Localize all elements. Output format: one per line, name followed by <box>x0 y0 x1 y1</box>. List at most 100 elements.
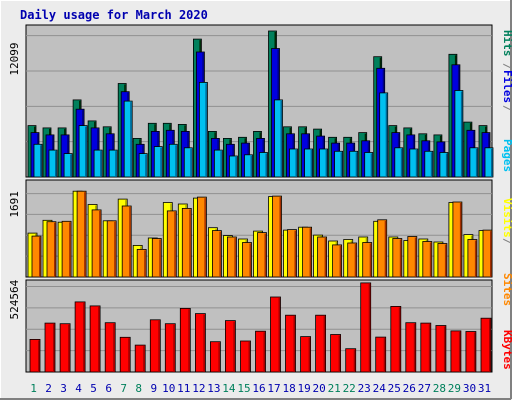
bar-edge <box>459 203 462 277</box>
x-tick-label: 3 <box>60 382 67 395</box>
bar-pages-day-19 <box>304 148 314 178</box>
bar-edge <box>68 324 70 372</box>
bar-edge <box>353 349 356 372</box>
bar-pages-day-27 <box>424 150 434 178</box>
bar-pages-day-5 <box>93 149 103 178</box>
bar-edge <box>399 239 402 277</box>
bar-kbytes-day-4 <box>74 301 86 373</box>
x-tick-label: 6 <box>105 382 112 395</box>
bar-edge <box>355 152 358 177</box>
bar-pages-day-16 <box>259 152 268 178</box>
bar-sites-day-9 <box>151 238 162 278</box>
bar-edge <box>308 337 311 372</box>
hits-label: Hits <box>501 30 512 57</box>
bar-edge <box>250 155 252 177</box>
x-tick-label: 15 <box>237 382 250 395</box>
bar-pages-day-21 <box>334 150 344 178</box>
bar-kbytes-day-8 <box>134 344 146 373</box>
bar-kbytes-day-21 <box>330 334 342 373</box>
panel-kbytes: 524564 <box>8 279 493 373</box>
bar-edge <box>340 152 343 177</box>
bar-kbytes-day-1 <box>29 338 41 373</box>
ymax-label-hits_files_pages: 12099 <box>8 43 21 76</box>
bar-edge <box>233 321 235 372</box>
bar-edge <box>115 151 117 177</box>
sep-1: / <box>501 105 512 112</box>
bar-pages-day-8 <box>138 153 148 178</box>
bar-edge <box>175 145 177 177</box>
bar-sites-day-17 <box>272 195 282 278</box>
bar-edge <box>325 150 328 177</box>
bar-pages-day-24 <box>379 92 389 178</box>
bar-kbytes-day-31 <box>480 317 492 373</box>
bar-edge <box>398 307 401 372</box>
bar-edge <box>144 250 146 277</box>
bar-edge <box>490 231 492 277</box>
bar-sites-day-8 <box>136 248 147 278</box>
bar-kbytes-day-12 <box>194 313 206 373</box>
bar-edge <box>263 332 265 372</box>
x-tick-label: 23 <box>358 382 371 395</box>
bar-edge <box>265 153 267 177</box>
bar-edge <box>143 346 145 372</box>
bar-kbytes-day-23 <box>360 282 372 373</box>
kbytes-label: KBytes <box>501 330 512 370</box>
bar-edge <box>40 145 42 177</box>
x-tick-label: 29 <box>448 382 461 395</box>
bar-pages-day-31 <box>484 147 494 178</box>
bar-sites-day-23 <box>362 242 373 278</box>
bar-kbytes-day-26 <box>405 322 417 373</box>
bar-edge <box>205 83 207 177</box>
x-tick-label: 27 <box>418 382 431 395</box>
ymax-label-kbytes: 524564 <box>8 279 21 319</box>
bar-sites-day-15 <box>242 242 252 278</box>
bar-pages-day-12 <box>198 82 208 178</box>
bar-edge <box>220 151 222 177</box>
bar-edge <box>145 154 147 177</box>
x-tick-label: 22 <box>343 382 356 395</box>
bar-edge <box>159 239 161 277</box>
bar-kbytes-day-20 <box>315 314 327 373</box>
x-tick-label: 24 <box>373 382 387 395</box>
sep-3: / <box>501 238 512 245</box>
bar-edge <box>85 126 87 177</box>
x-tick-label: 8 <box>135 382 142 395</box>
x-tick-label: 28 <box>433 382 446 395</box>
bar-edge <box>309 228 312 277</box>
bar-sites-day-27 <box>422 241 433 278</box>
x-tick-label: 18 <box>282 382 295 395</box>
bar-sites-day-19 <box>302 226 313 278</box>
x-tick-label: 30 <box>463 382 476 395</box>
bar-sites-day-29 <box>452 201 463 278</box>
bar-kbytes-day-15 <box>240 340 251 373</box>
bar-kbytes-day-18 <box>285 314 296 373</box>
bar-kbytes-day-3 <box>59 323 71 373</box>
bar-edge <box>354 244 357 277</box>
bar-kbytes-day-7 <box>119 336 131 373</box>
bar-pages-day-17 <box>274 99 283 178</box>
sites-label: Sites <box>501 273 512 306</box>
bar-edge <box>83 302 85 372</box>
bar-edge <box>384 220 387 277</box>
panel-visits_sites: 1691 <box>8 179 493 278</box>
bar-sites-day-10 <box>166 210 177 278</box>
bar-edge <box>415 150 418 177</box>
bar-kbytes-day-17 <box>270 296 281 373</box>
bar-kbytes-day-11 <box>179 307 191 373</box>
x-tick-label: 4 <box>75 382 82 395</box>
bar-sites-day-20 <box>317 236 328 278</box>
bar-kbytes-day-10 <box>164 323 176 373</box>
bar-edge <box>158 320 160 372</box>
bar-edge <box>189 209 191 277</box>
x-tick-label: 20 <box>312 382 325 395</box>
bar-kbytes-day-29 <box>450 330 462 373</box>
bar-sites-day-21 <box>332 244 343 278</box>
bar-pages-day-11 <box>183 147 193 178</box>
bar-edge <box>130 102 132 177</box>
bar-edge <box>368 283 371 372</box>
bar-kbytes-day-2 <box>44 322 56 373</box>
bar-edge <box>249 243 251 277</box>
bar-pages-day-6 <box>108 149 118 178</box>
bar-edge <box>383 338 386 372</box>
bar-edge <box>324 238 327 277</box>
